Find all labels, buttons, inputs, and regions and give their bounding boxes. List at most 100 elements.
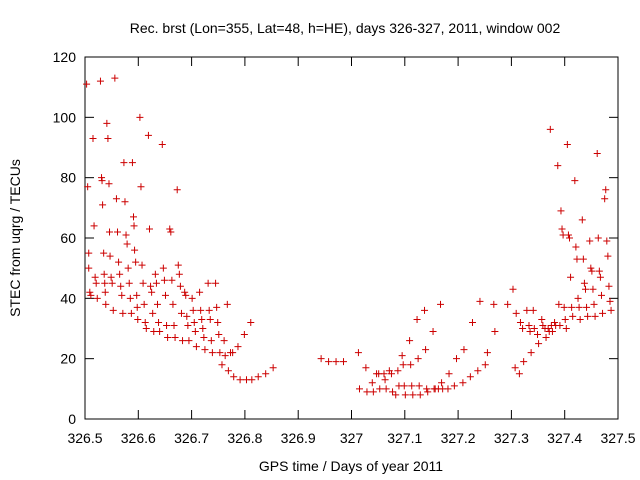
x-tick-label: 326.7 [174, 430, 209, 446]
data-point [151, 270, 159, 278]
data-point [548, 328, 556, 336]
data-point [138, 261, 146, 269]
data-point [98, 174, 106, 182]
data-point [130, 222, 138, 230]
data-point [89, 134, 97, 142]
data-point [122, 231, 130, 239]
data-point [546, 125, 554, 133]
data-point [92, 279, 100, 287]
data-point [214, 318, 222, 326]
data-point [160, 276, 168, 284]
data-point [354, 349, 362, 357]
data-point [175, 270, 183, 278]
data-point [415, 382, 423, 390]
x-axis: 326.5 326.6 326.7 326.8 326.9 327 327.1 327.2 32… [67, 57, 636, 446]
data-point [254, 373, 262, 381]
data-point [190, 318, 198, 326]
data-point [106, 228, 114, 236]
plot-area-border [84, 56, 619, 420]
data-point [450, 382, 458, 390]
data-point [586, 237, 594, 245]
data-point [85, 264, 93, 272]
data-point [406, 337, 414, 345]
data-point [185, 337, 193, 345]
y-tick-label: 20 [60, 351, 76, 367]
data-point [164, 334, 172, 342]
data-point [141, 318, 149, 326]
data-point [84, 183, 92, 191]
data-point [512, 309, 520, 317]
data-point [145, 225, 153, 233]
data-point [179, 337, 187, 345]
y-tick-label: 120 [53, 49, 77, 65]
data-point [213, 303, 221, 311]
data-point [529, 306, 537, 314]
data-point [130, 213, 138, 221]
x-tick-label: 327.5 [600, 430, 635, 446]
data-point [516, 318, 524, 326]
data-point [174, 261, 182, 269]
data-point [538, 315, 546, 323]
data-point [136, 113, 144, 121]
data-point [408, 382, 416, 390]
data-point [380, 370, 388, 378]
data-point [511, 364, 519, 372]
data-point [603, 237, 611, 245]
data-point [601, 195, 609, 203]
data-point [106, 252, 114, 260]
data-point [240, 331, 248, 339]
x-tick: 326.8 [227, 57, 263, 446]
data-series [83, 74, 277, 384]
data-point [148, 288, 156, 296]
y-tick: 20 [60, 351, 618, 367]
data-point [421, 306, 429, 314]
data-point [369, 388, 377, 396]
data-point [196, 288, 204, 296]
data-point [83, 80, 91, 88]
data-point [127, 309, 135, 317]
data-point [142, 325, 150, 332]
data-point [607, 306, 615, 314]
data-point [152, 279, 160, 287]
data-point [144, 131, 152, 139]
data-point [583, 303, 591, 311]
y-tick: 100 [53, 109, 618, 125]
data-point [401, 391, 409, 399]
data-point [100, 270, 108, 278]
data-point [248, 376, 256, 384]
x-tick: 326.5 [67, 57, 103, 446]
data-point [201, 346, 209, 354]
data-point [399, 361, 407, 369]
data-point [224, 367, 232, 375]
data-point [387, 370, 395, 378]
data-point [192, 343, 200, 351]
data-point [362, 364, 370, 372]
data-point [205, 306, 213, 314]
data-point [596, 273, 604, 281]
data-point [468, 318, 476, 326]
data-point [117, 282, 125, 290]
data-point [85, 249, 93, 257]
data-point [579, 255, 587, 263]
data-point [161, 291, 169, 299]
data-point [112, 195, 120, 203]
data-point [573, 255, 581, 263]
data-point [444, 385, 452, 393]
data-point [159, 264, 167, 272]
data-point [474, 367, 482, 375]
data-point [460, 346, 468, 354]
x-tick: 327.3 [494, 57, 529, 446]
x-tick: 327 [340, 57, 363, 446]
data-point [519, 325, 527, 332]
y-tick-label: 40 [60, 290, 76, 306]
data-point [413, 315, 421, 323]
data-point [150, 328, 158, 336]
data-point [173, 186, 181, 194]
data-point [134, 315, 142, 323]
data-point [93, 294, 101, 302]
data-point [504, 300, 512, 308]
data-point [133, 303, 141, 311]
data-point [523, 306, 531, 314]
data-point [155, 318, 163, 326]
